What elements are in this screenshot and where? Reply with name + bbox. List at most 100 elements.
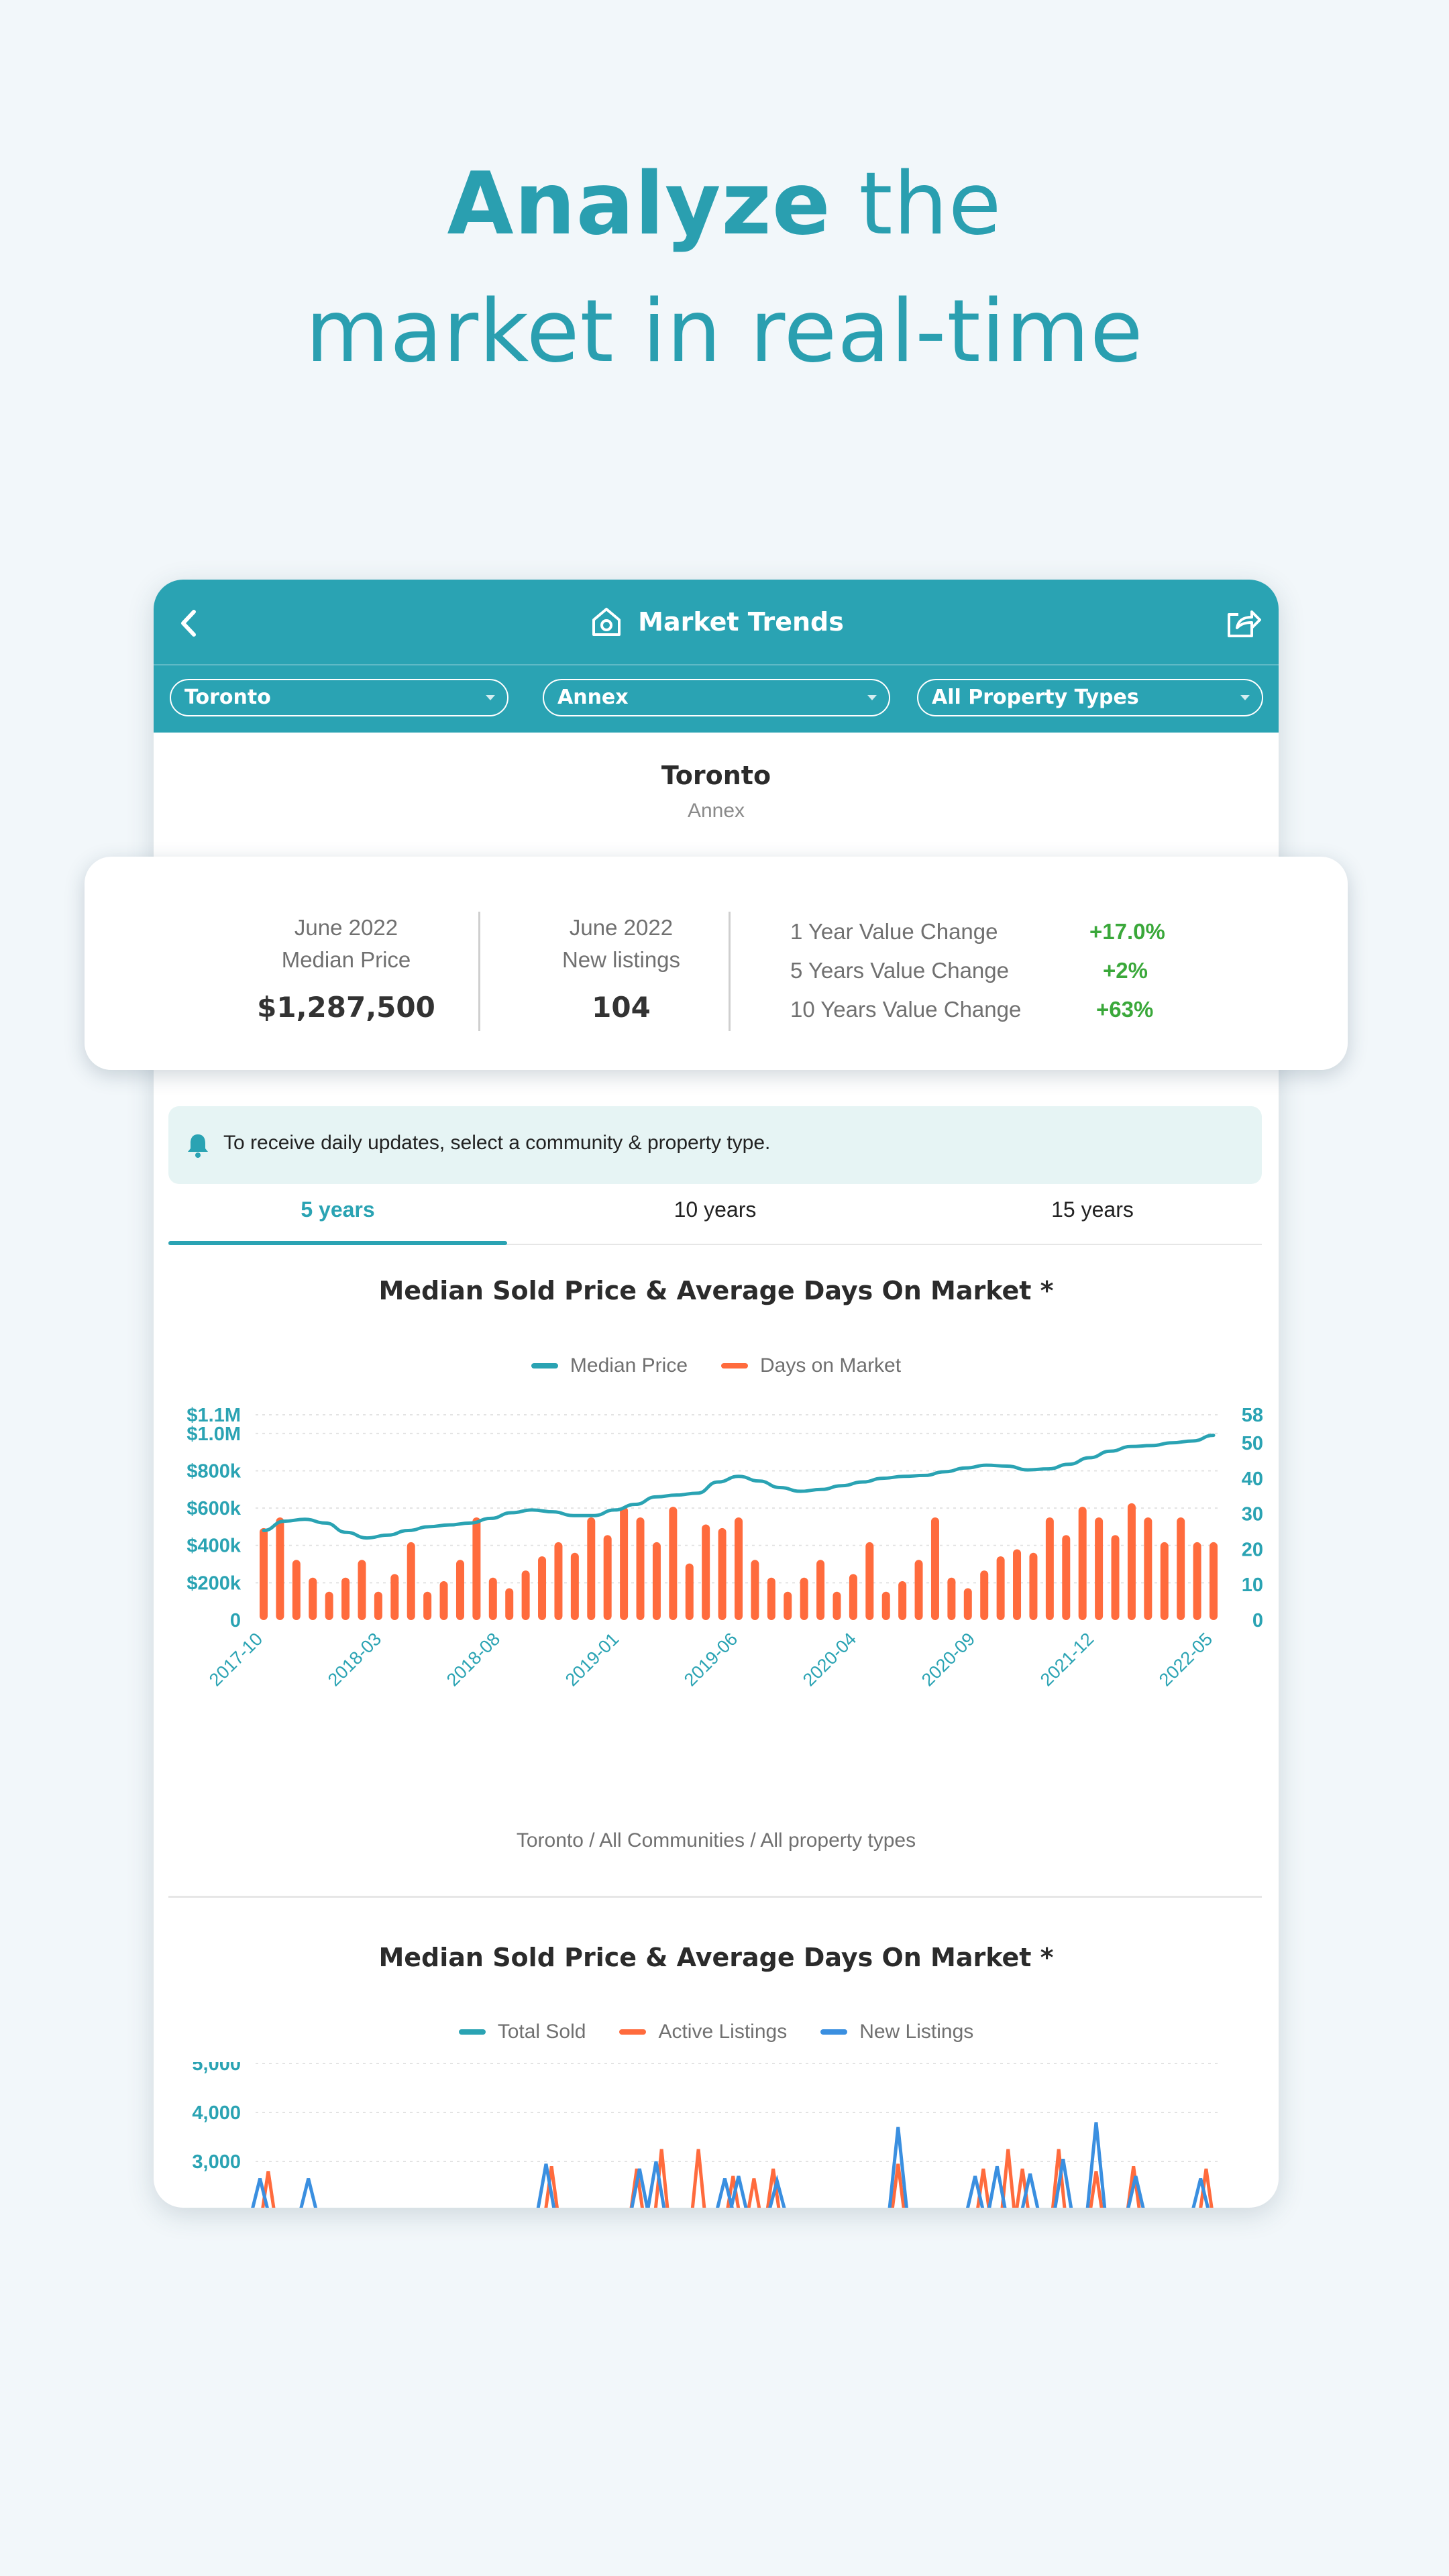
days-on-market-bar bbox=[1111, 1535, 1120, 1620]
property-type-dropdown[interactable]: All Property Types bbox=[917, 679, 1263, 716]
days-on-market-bar bbox=[1210, 1542, 1218, 1620]
y-right-tick-label: 10 bbox=[1242, 1574, 1263, 1596]
home-icon bbox=[592, 608, 621, 636]
app-bar: Market Trends Toronto Annex All Property… bbox=[154, 580, 1279, 733]
y-left-tick-label: $800k bbox=[186, 1460, 241, 1482]
tab-label: 5 years bbox=[301, 1197, 375, 1222]
median-price-stat: June 2022 Median Price $1,287,500 bbox=[246, 912, 447, 1024]
days-on-market-bar bbox=[292, 1560, 301, 1620]
days-on-market-bar bbox=[702, 1524, 710, 1620]
legend-swatch bbox=[619, 2029, 647, 2035]
x-tick-label: 2022-05 bbox=[1155, 1629, 1216, 1690]
legend-median-price[interactable]: Median Price bbox=[531, 1354, 688, 1377]
community-dropdown[interactable]: Annex bbox=[543, 679, 890, 716]
active-listings-line bbox=[1089, 2171, 1104, 2208]
new-listings-line bbox=[1053, 2158, 1073, 2208]
days-on-market-bar bbox=[521, 1570, 530, 1620]
legend-total-sold[interactable]: Total Sold bbox=[458, 2021, 586, 2043]
days-on-market-bar bbox=[735, 1517, 743, 1620]
days-on-market-bar bbox=[816, 1560, 825, 1620]
median-label: Median Price bbox=[281, 947, 411, 972]
days-on-market-bar bbox=[963, 1588, 972, 1620]
active-listings-line bbox=[976, 2168, 991, 2208]
new-listings-stat: June 2022 New listings 104 bbox=[521, 912, 722, 1024]
period-tabs: 5 years 10 years 15 years bbox=[168, 1189, 1262, 1245]
change-label: 5 Years Value Change bbox=[790, 958, 1009, 983]
y-right-tick-label: 20 bbox=[1242, 1539, 1263, 1560]
days-on-market-bar bbox=[309, 1577, 317, 1620]
legend-new-listings[interactable]: New Listings bbox=[820, 2021, 973, 2043]
days-on-market-bar bbox=[1144, 1517, 1152, 1620]
days-on-market-bar bbox=[439, 1580, 448, 1620]
stats-card: June 2022 Median Price $1,287,500 June 2… bbox=[85, 857, 1348, 1070]
back-icon[interactable] bbox=[166, 600, 213, 647]
legend-label: Active Listings bbox=[658, 2021, 788, 2043]
days-on-market-bar bbox=[488, 1577, 497, 1620]
legend-swatch bbox=[531, 1363, 558, 1368]
median-value: $1,287,500 bbox=[257, 991, 435, 1024]
days-on-market-bar bbox=[341, 1577, 350, 1620]
active-listings-line bbox=[747, 2178, 761, 2208]
tab-label: 15 years bbox=[1051, 1197, 1134, 1222]
days-on-market-bar bbox=[423, 1591, 432, 1620]
days-on-market-bar bbox=[914, 1560, 923, 1620]
days-on-market-bar bbox=[358, 1560, 366, 1620]
y-right-tick-label: 30 bbox=[1242, 1504, 1263, 1525]
days-on-market-bar bbox=[407, 1542, 415, 1620]
stats-divider bbox=[478, 912, 480, 1031]
days-on-market-bar bbox=[833, 1591, 841, 1620]
city-dropdown[interactable]: Toronto bbox=[170, 679, 508, 716]
new-listings-line bbox=[646, 2161, 666, 2208]
y-left-tick-label: 0 bbox=[230, 1610, 241, 1631]
chart2-plot: 3,000 4,000 5,000 bbox=[192, 2062, 1222, 2208]
chart1-legend: Median Price Days on Market bbox=[154, 1354, 1279, 1377]
active-listings-line bbox=[544, 2165, 559, 2208]
chart1-caption: Toronto / All Communities / All property… bbox=[516, 1829, 916, 1851]
new-listings-line bbox=[630, 2168, 649, 2208]
y-left-tick-label: $1.1M bbox=[186, 1405, 241, 1426]
chart1-title: Median Sold Price & Average Days On Mark… bbox=[378, 1276, 1054, 1305]
notification-banner[interactable]: To receive daily updates, select a commu… bbox=[168, 1106, 1262, 1184]
legend-swatch bbox=[458, 2029, 486, 2035]
days-on-market-bar bbox=[930, 1517, 939, 1620]
new-listings-line bbox=[1020, 2173, 1040, 2208]
x-tick-label: 2020-04 bbox=[799, 1629, 860, 1690]
legend-label: Total Sold bbox=[497, 2021, 586, 2043]
y-right-tick-label: 50 bbox=[1242, 1433, 1263, 1454]
chevron-down-icon bbox=[867, 695, 877, 700]
days-on-market-bar bbox=[554, 1542, 563, 1620]
new-listings-line bbox=[1126, 2176, 1145, 2208]
active-listings-line bbox=[765, 2168, 781, 2208]
new-listings-line bbox=[729, 2176, 748, 2208]
y-tick-label: 4,000 bbox=[192, 2102, 241, 2124]
y-tick-label: 5,000 bbox=[192, 2062, 241, 2075]
community-dropdown-value: Annex bbox=[557, 686, 629, 709]
share-icon[interactable] bbox=[1218, 600, 1265, 647]
change-value: +2% bbox=[1103, 958, 1148, 983]
listings-label: New listings bbox=[561, 947, 681, 972]
x-tick-label: 2020-09 bbox=[918, 1629, 979, 1690]
listings-period: June 2022 bbox=[569, 915, 674, 940]
legend-label: Median Price bbox=[570, 1354, 688, 1377]
days-on-market-bar bbox=[1045, 1517, 1054, 1620]
x-tick-label: 2018-08 bbox=[443, 1629, 504, 1690]
median-price-line bbox=[262, 1434, 1216, 1540]
active-listings-line bbox=[726, 2176, 741, 2208]
tab-15-years[interactable]: 15 years bbox=[923, 1189, 1262, 1244]
legend-days-on-market[interactable]: Days on Market bbox=[721, 1354, 901, 1377]
new-listings-line bbox=[768, 2174, 786, 2208]
legend-active-listings[interactable]: Active Listings bbox=[619, 2021, 787, 2043]
x-tick-label: 2021-12 bbox=[1036, 1629, 1097, 1690]
new-listings-line bbox=[536, 2163, 556, 2208]
x-tick-label: 2019-01 bbox=[561, 1629, 623, 1690]
active-listings-line bbox=[1015, 2168, 1030, 2208]
tab-10-years[interactable]: 10 years bbox=[541, 1189, 890, 1244]
chart2-title: Median Sold Price & Average Days On Mark… bbox=[378, 1943, 1054, 1972]
chart1-plot: 0 $200k $400k $600k $800k $1.0M$1.1M 0 10 20 30 40… bbox=[186, 1405, 1263, 1690]
tab-5-years[interactable]: 5 years bbox=[168, 1189, 507, 1245]
y-right-tick-label: 58 bbox=[1242, 1405, 1263, 1426]
days-on-market-bar bbox=[1193, 1542, 1201, 1620]
days-on-market-bar bbox=[538, 1556, 547, 1620]
median-period: June 2022 bbox=[294, 915, 398, 940]
days-on-market-bar bbox=[276, 1517, 284, 1620]
